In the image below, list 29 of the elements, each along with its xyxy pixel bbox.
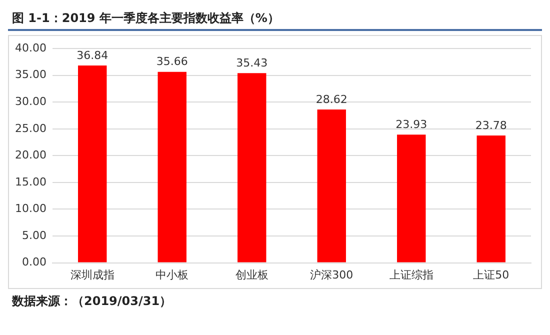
data-label: 36.84	[76, 48, 108, 62]
bar	[158, 72, 186, 262]
y-tick-label: 40.00	[14, 41, 46, 54]
chart-title: 图 1-1：2019 年一季度各主要指数收益率（%）	[8, 8, 542, 31]
bar	[317, 110, 346, 262]
x-tick-label: 沪深300	[310, 268, 354, 282]
y-tick-label: 0.00	[22, 256, 46, 269]
data-label: 23.93	[396, 118, 428, 132]
x-tick-label: 中小板	[156, 268, 189, 282]
data-label: 35.66	[156, 55, 188, 68]
bar	[476, 135, 506, 262]
bar	[238, 73, 266, 262]
y-tick-label: 10.00	[14, 202, 46, 216]
source-note: 数据来源：（2019/03/31）	[10, 293, 173, 310]
bar	[78, 66, 107, 262]
data-label: 28.62	[316, 92, 348, 106]
data-label: 23.78	[475, 118, 507, 132]
y-tick-label: 35.00	[14, 68, 46, 82]
y-tick-label: 30.00	[14, 95, 46, 108]
y-tick-label: 15.00	[14, 175, 46, 188]
x-tick-label: 上证综指	[389, 268, 434, 282]
bar	[397, 134, 426, 262]
y-tick-label: 20.00	[14, 148, 46, 162]
y-tick-label: 25.00	[14, 122, 46, 135]
x-tick-label: 创业板	[235, 268, 268, 282]
x-tick-label: 上证50	[473, 268, 510, 282]
y-tick-label: 5.00	[22, 228, 46, 242]
x-tick-label: 深圳成指	[70, 268, 114, 282]
data-label: 35.43	[236, 56, 268, 70]
